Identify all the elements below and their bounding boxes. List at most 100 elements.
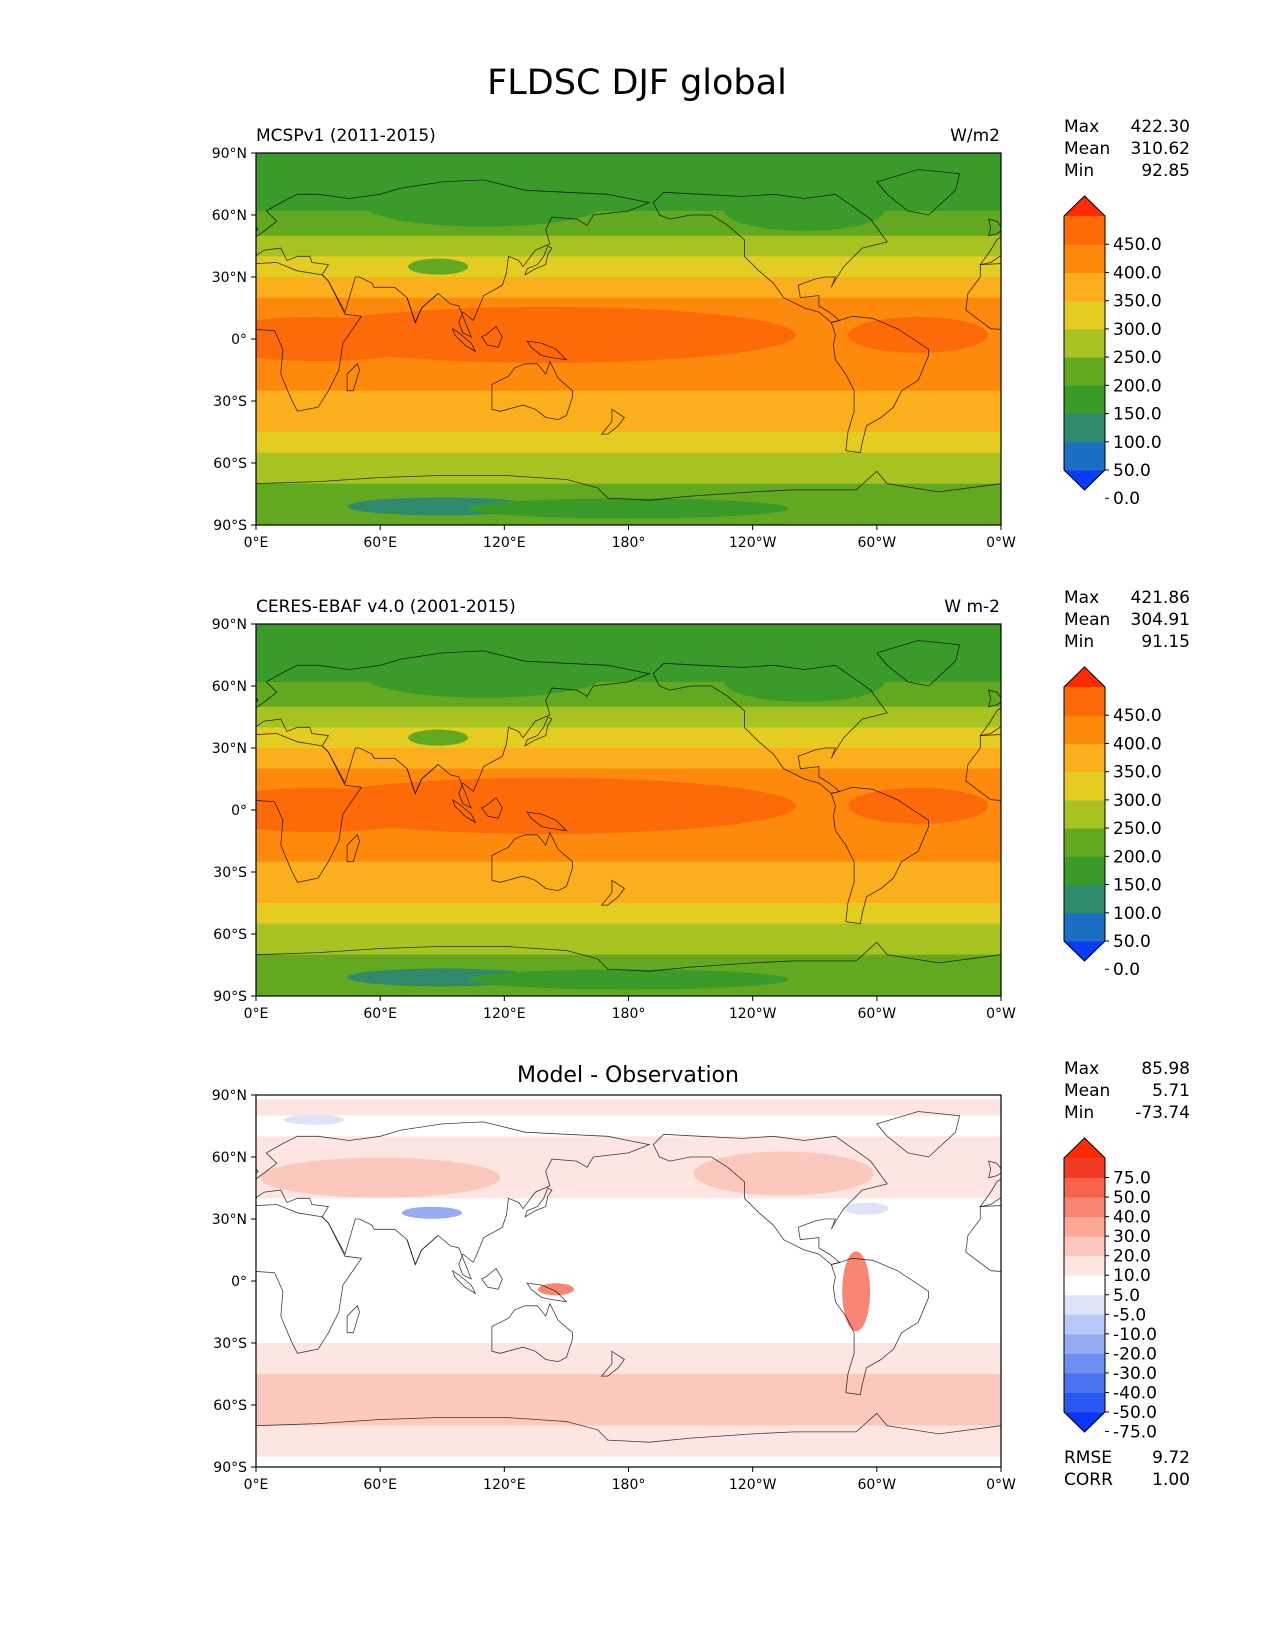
coastline-japan	[1270, 246, 1275, 275]
colorbar-segment	[1064, 385, 1105, 415]
field-band	[256, 830, 1001, 863]
coastline-namerica	[652, 1133, 888, 1265]
coastlines	[0, 1111, 1221, 1467]
colorbar-tick-label: 450.0	[1113, 235, 1162, 255]
lat-ticks: 90°N 60°N 30°N 0° 30°S 60°S 90°S	[212, 1088, 256, 1476]
colorbar-segment	[1064, 799, 1105, 829]
coastline-europe_asia	[256, 650, 651, 809]
colorbar-segment	[1064, 300, 1105, 330]
coastline-sumatra	[1198, 1271, 1221, 1294]
colorbar-tick-label: 150.0	[1113, 876, 1162, 896]
coastline-namerica	[0, 663, 142, 793]
coastline-europe_asia	[979, 236, 1001, 266]
lat-tick-label: 30°S	[213, 865, 247, 881]
coastline-antarctica	[256, 954, 257, 996]
lon-tick-label: 60°W	[857, 535, 896, 551]
stat-label: Min	[1064, 632, 1094, 652]
warm-pool	[848, 787, 989, 824]
panel-observation: CERES-EBAF v4.0 (2001-2015) W m-2 90°N 60…	[0, 588, 1248, 1022]
cold-region	[724, 190, 885, 231]
coastline-nz	[600, 408, 625, 435]
colorbar-tick-label: 75.0	[1113, 1169, 1151, 1189]
stat-label: Max	[1064, 117, 1099, 137]
coastline-samerica	[830, 1257, 929, 1396]
warm-pool	[848, 316, 989, 353]
coastline-ng	[526, 1282, 568, 1303]
map-field	[256, 153, 1001, 525]
stat-label: Max	[1064, 588, 1099, 608]
field-band	[256, 469, 1001, 485]
coastline-australia	[491, 360, 573, 421]
map-field	[256, 624, 1001, 996]
lon-ticks: 0°E 60°E 120°E 180° 120°W 60°W 0°W	[244, 996, 1016, 1022]
lon-tick-label: 60°E	[363, 1477, 397, 1493]
positive-anomaly	[842, 1251, 871, 1332]
colorbar-tick-label: 400.0	[1113, 263, 1162, 283]
coastline-namerica	[0, 1134, 142, 1264]
lon-tick-label: 120°E	[483, 1477, 526, 1493]
colorbar: 450.0 400.0 350.0 300.0 250.0 200.0 150.0 100.0…	[1063, 666, 1162, 980]
colorbar-segment	[1064, 244, 1105, 273]
coastline-india_fix	[406, 293, 439, 324]
field-band	[256, 1374, 1001, 1426]
coastline-samerica	[830, 786, 929, 925]
coastline-borneo	[1227, 798, 1248, 819]
stat-label: Min	[1064, 161, 1094, 181]
field-band	[256, 417, 1001, 433]
coastline-greenland	[876, 1111, 961, 1158]
colorbar-tick-label: 450.0	[1113, 706, 1162, 726]
coastline-namerica	[652, 191, 888, 323]
negative-anomaly	[283, 1114, 344, 1125]
lat-tick-label: 60°N	[212, 679, 247, 695]
stats-block: Max 421.86 Mean 304.91 Min 91.15	[1064, 588, 1190, 652]
colorbar-segment	[1064, 272, 1105, 302]
colorbar-segment	[1064, 884, 1105, 914]
field-band	[256, 277, 1001, 299]
lat-tick-label: 30°N	[212, 741, 247, 757]
colorbar-segment	[1064, 828, 1105, 857]
lon-tick-label: 180°	[612, 535, 646, 551]
cold-region	[468, 498, 789, 519]
field-band	[256, 624, 1001, 650]
footer-stat-label: CORR	[1064, 1470, 1113, 1490]
coastline-africa	[965, 263, 1001, 330]
stats-block: Max 85.98 Mean 5.71 Min -73.74	[1064, 1059, 1190, 1123]
field-band	[256, 888, 1001, 904]
coastline-sumatra	[1198, 329, 1221, 352]
positive-anomaly	[693, 1151, 874, 1196]
stats-block: Max 422.30 Mean 310.62 Min 92.85	[1064, 117, 1190, 181]
lat-ticks: 90°N 60°N 30°N 0° 30°S 60°S 90°S	[212, 617, 256, 1005]
coastline-antarctica	[256, 1412, 1001, 1467]
field-band	[256, 681, 1001, 708]
lat-tick-label: 0°	[231, 803, 247, 819]
field-band	[256, 452, 1001, 470]
stat-label: Max	[1064, 1059, 1099, 1079]
coastline-japan	[524, 1187, 553, 1218]
colorbar-tick-label: -20.0	[1113, 1344, 1157, 1364]
lon-ticks: 0°E 60°E 120°E 180° 120°W 60°W 0°W	[244, 525, 1016, 551]
coastline-namerica	[0, 192, 142, 322]
coastline-africa	[965, 734, 1001, 801]
colorbar-tick-label: 0.0	[1113, 489, 1140, 509]
lat-tick-label: 30°N	[212, 1212, 247, 1228]
coastline-borneo	[480, 326, 503, 348]
colorbar-tick-label: 30.0	[1113, 1227, 1151, 1247]
panel-center-title: Model - Observation	[517, 1063, 739, 1088]
stat-value: -73.74	[1135, 1103, 1190, 1123]
colorbar-tick-label: -75.0	[1113, 1423, 1157, 1443]
footer-stat-label: RMSE	[1064, 1448, 1112, 1468]
negative-anomaly	[844, 1202, 889, 1215]
lat-tick-label: 90°S	[213, 1460, 247, 1476]
coastline-india_fix	[406, 764, 439, 795]
coastline-greenland	[132, 170, 215, 216]
lat-tick-label: 90°S	[213, 518, 247, 534]
lat-tick-label: 90°N	[212, 1088, 247, 1104]
coastline-namerica	[652, 662, 888, 794]
footer-stats: RMSE 9.72 CORR 1.00	[1064, 1448, 1190, 1490]
colorbar-segment	[1064, 687, 1105, 716]
coastline-antarctica	[256, 941, 1001, 996]
lon-tick-label: 60°W	[857, 1477, 896, 1493]
colorbar-segment	[1064, 1255, 1105, 1276]
colorbar-segment	[1064, 1353, 1105, 1374]
coastline-greenland	[132, 641, 215, 687]
